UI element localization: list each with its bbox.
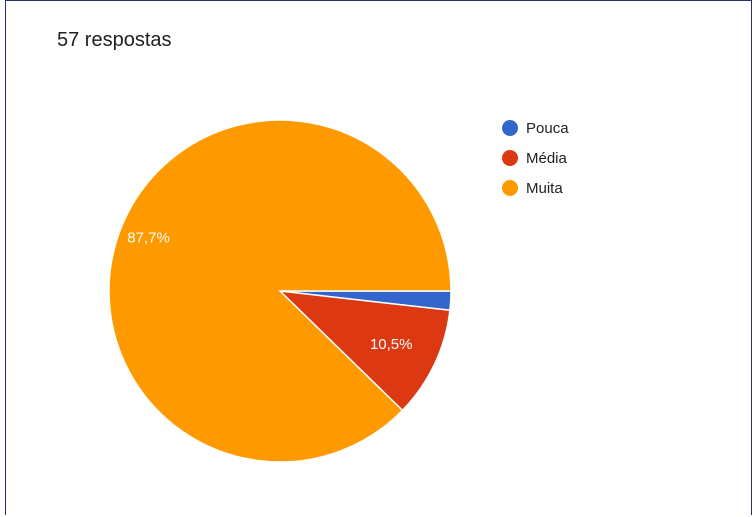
legend-swatch-muita <box>502 180 518 196</box>
legend-label-pouca: Pouca <box>526 120 569 137</box>
legend-label-muita: Muita <box>526 180 563 197</box>
response-count: 57 respostas <box>57 29 172 51</box>
legend: Pouca Média Muita <box>502 120 569 197</box>
legend-swatch-pouca <box>502 120 518 136</box>
data-label-media: 10,5% <box>370 336 413 353</box>
pie-slice-media <box>277 290 451 412</box>
data-label-muita: 87,7% <box>127 230 170 247</box>
pie-slice-muita <box>108 119 452 463</box>
legend-label-media: Média <box>526 150 568 167</box>
legend-swatch-media <box>502 150 518 166</box>
pie-slices <box>108 119 452 463</box>
pie-data-labels: 10,5% 87,7% <box>127 230 412 353</box>
